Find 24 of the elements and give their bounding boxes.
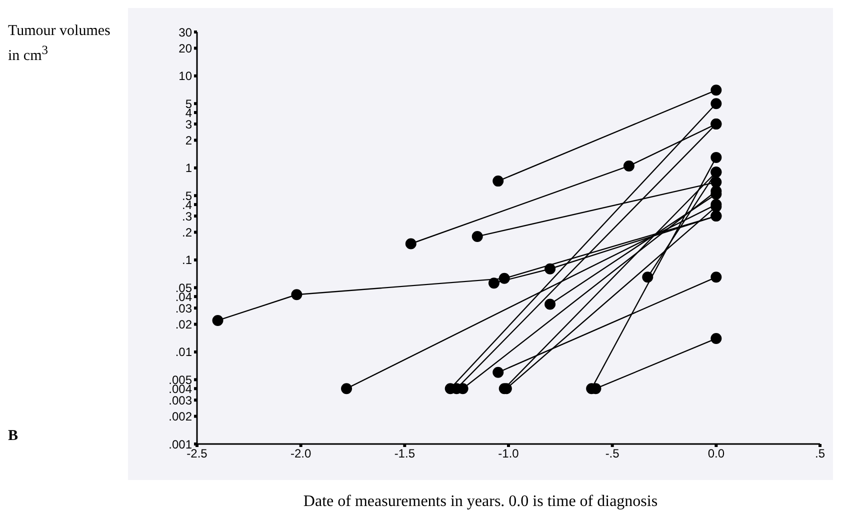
x-axis-title: Date of measurements in years. 0.0 is time of diagnosis — [302, 493, 659, 511]
y-tick-label: .001 — [168, 437, 192, 452]
y-tick-label: 10 — [178, 69, 192, 84]
text: B — [8, 428, 18, 445]
y-tick-label: .003 — [168, 393, 192, 408]
y-tick-label: .3 — [182, 209, 192, 224]
y-tick-label: .02 — [175, 318, 192, 332]
y-tick-label: 1 — [185, 161, 192, 176]
y-tick-label: .03 — [175, 301, 192, 316]
y-tick-label: 30 — [178, 25, 192, 40]
y-tick-label: 3 — [185, 117, 192, 132]
x-tick-label: 0.0 — [708, 446, 725, 461]
x-tick-label: -.5 — [605, 446, 620, 461]
y-tick-label: 2 — [185, 133, 192, 148]
y-tick-label: .002 — [168, 410, 192, 424]
y-tick-label: .2 — [182, 226, 192, 240]
x-tick-label: -1.0 — [498, 446, 520, 461]
y-axis-title: Tumour volumes in cm$^{3}$ — [8, 22, 112, 66]
y-tick-label: .1 — [182, 253, 192, 268]
x-tick-label: -1.5 — [394, 446, 416, 461]
y-tick-label: .01 — [175, 345, 192, 360]
x-tick-label: -2.0 — [290, 446, 312, 461]
x-tick-label: .5 — [814, 446, 826, 461]
y-tick-label: 20 — [178, 41, 192, 56]
